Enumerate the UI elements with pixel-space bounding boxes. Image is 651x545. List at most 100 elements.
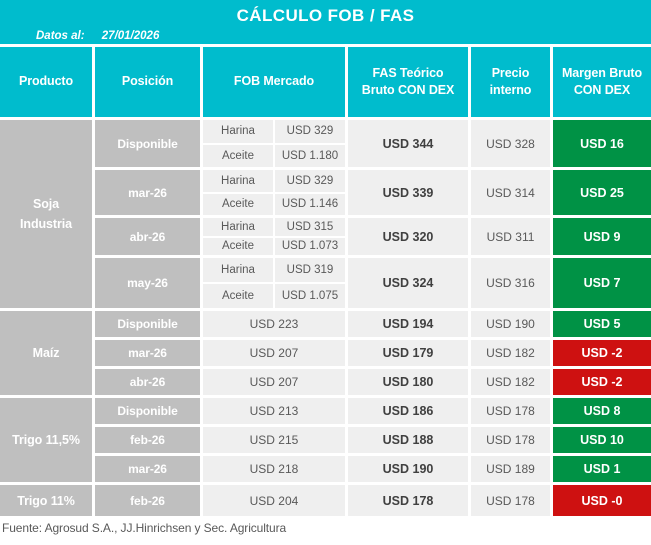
fas-teorico-cell: USD 344 — [348, 120, 468, 167]
report-date-value: 27/01/2026 — [101, 30, 160, 42]
precio-interno-cell: USD 190 — [471, 311, 550, 337]
position-cell: feb-26 — [95, 427, 200, 453]
col-header-fas-teorico: FAS Teórico Bruto CON DEX — [348, 47, 468, 117]
fas-teorico-cell: USD 339 — [348, 170, 468, 215]
fob-product-label: Aceite — [203, 284, 273, 308]
product-label: Trigo 11% — [17, 493, 75, 508]
fob-mercado-cell: Harina USD 315 Aceite USD 1.073 — [203, 218, 345, 255]
product-label: Maíz — [32, 346, 60, 360]
fob-price-value: USD 1.075 — [275, 284, 345, 308]
fob-price-value: USD 315 — [275, 218, 345, 236]
margen-bruto-cell: USD 5 — [553, 311, 651, 337]
fob-mercado-cell: USD 204 — [203, 485, 345, 516]
position-cell: Disponible — [95, 120, 200, 167]
report-date-label: Datos al: — [36, 30, 85, 42]
position-cell: Disponible — [95, 311, 200, 337]
col-header-posicion: Posición — [95, 47, 200, 117]
precio-interno-cell: USD 314 — [471, 170, 550, 215]
fas-teorico-cell: USD 178 — [348, 485, 468, 516]
fob-mercado-cell: USD 207 — [203, 369, 345, 395]
precio-interno-cell: USD 189 — [471, 456, 550, 482]
position-cell: mar-26 — [95, 170, 200, 215]
fob-mercado-cell: USD 215 — [203, 427, 345, 453]
margen-bruto-cell: USD 9 — [553, 218, 651, 255]
precio-interno-cell: USD 178 — [471, 427, 550, 453]
col-header-fob-mercado: FOB Mercado — [203, 47, 345, 117]
fob-mercado-cell: Harina USD 319 Aceite USD 1.075 — [203, 258, 345, 308]
col-header-label: Precio — [491, 65, 530, 80]
product-cell: Soja Industria — [0, 120, 92, 308]
margen-bruto-cell: USD 7 — [553, 258, 651, 308]
margen-bruto-cell: USD 10 — [553, 427, 651, 453]
col-header-label: Bruto CON DEX — [361, 83, 455, 97]
fob-mercado-cell: USD 213 — [203, 398, 345, 424]
position-cell: mar-26 — [95, 456, 200, 482]
product-cell: Trigo 11% — [0, 485, 92, 516]
fob-price-value: USD 1.146 — [275, 193, 345, 215]
precio-interno-cell: USD 178 — [471, 485, 550, 516]
margen-bruto-cell: USD -2 — [553, 340, 651, 366]
product-label: Trigo 11,5% — [12, 433, 80, 447]
precio-interno-cell: USD 328 — [471, 120, 550, 167]
fob-price-value: USD 319 — [275, 258, 345, 282]
position-cell: abr-26 — [95, 369, 200, 395]
fob-price-value: USD 1.073 — [275, 237, 345, 255]
fas-teorico-cell: USD 320 — [348, 218, 468, 255]
title-band: CÁLCULO FOB / FAS Datos al: 27/01/2026 — [0, 0, 651, 44]
position-cell: Disponible — [95, 398, 200, 424]
fas-teorico-cell: USD 194 — [348, 311, 468, 337]
position-cell: abr-26 — [95, 218, 200, 255]
position-cell: mar-26 — [95, 340, 200, 366]
precio-interno-cell: USD 316 — [471, 258, 550, 308]
precio-interno-cell: USD 182 — [471, 369, 550, 395]
fob-mercado-cell: Harina USD 329 Aceite USD 1.180 — [203, 120, 345, 167]
position-cell: feb-26 — [95, 485, 200, 516]
fob-product-label: Aceite — [203, 237, 273, 255]
fob-price-value: USD 329 — [275, 120, 345, 143]
precio-interno-cell: USD 311 — [471, 218, 550, 255]
margen-bruto-cell: USD 25 — [553, 170, 651, 215]
fas-teorico-cell: USD 190 — [348, 456, 468, 482]
margen-bruto-cell: USD 1 — [553, 456, 651, 482]
col-header-label: Margen Bruto — [561, 65, 643, 80]
fob-product-label: Aceite — [203, 193, 273, 215]
fob-mercado-cell: Harina USD 329 Aceite USD 1.146 — [203, 170, 345, 215]
product-label: Industria — [20, 217, 72, 231]
col-header-label: FOB Mercado — [233, 74, 315, 89]
fob-mercado-cell: USD 218 — [203, 456, 345, 482]
source-note: Fuente: Agrosud S.A., JJ.Hinrichsen y Se… — [2, 521, 287, 535]
fob-fas-table: Producto Posición FOB Mercado FAS Teóric… — [0, 47, 651, 516]
fob-product-label: Harina — [203, 170, 273, 192]
fob-mercado-cell: USD 207 — [203, 340, 345, 366]
col-header-label: Producto — [18, 74, 74, 89]
fob-product-label: Aceite — [203, 144, 273, 167]
margen-bruto-cell: USD -0 — [553, 485, 651, 516]
margen-bruto-cell: USD 16 — [553, 120, 651, 167]
report-date: Datos al: 27/01/2026 — [36, 30, 159, 42]
precio-interno-cell: USD 182 — [471, 340, 550, 366]
fas-teorico-cell: USD 179 — [348, 340, 468, 366]
col-header-label: Posición — [121, 74, 174, 89]
fob-price-value: USD 329 — [275, 170, 345, 192]
fob-product-label: Harina — [203, 258, 273, 282]
col-header-producto: Producto — [0, 47, 92, 117]
fas-teorico-cell: USD 188 — [348, 427, 468, 453]
col-header-precio-interno: Precio interno — [471, 47, 550, 117]
fob-price-value: USD 1.180 — [275, 144, 345, 167]
fob-product-label: Harina — [203, 218, 273, 236]
margen-bruto-cell: USD 8 — [553, 398, 651, 424]
col-header-label: interno — [489, 83, 532, 97]
fas-teorico-cell: USD 324 — [348, 258, 468, 308]
product-label: Soja — [33, 197, 59, 211]
precio-interno-cell: USD 178 — [471, 398, 550, 424]
fas-teorico-cell: USD 186 — [348, 398, 468, 424]
product-cell: Maíz — [0, 311, 92, 395]
position-cell: may-26 — [95, 258, 200, 308]
col-header-label: CON DEX — [573, 83, 631, 97]
product-cell: Trigo 11,5% — [0, 398, 92, 482]
fas-teorico-cell: USD 180 — [348, 369, 468, 395]
page-title: CÁLCULO FOB / FAS — [236, 6, 415, 25]
col-header-margen-bruto: Margen Bruto CON DEX — [553, 47, 651, 117]
fob-product-label: Harina — [203, 120, 273, 143]
